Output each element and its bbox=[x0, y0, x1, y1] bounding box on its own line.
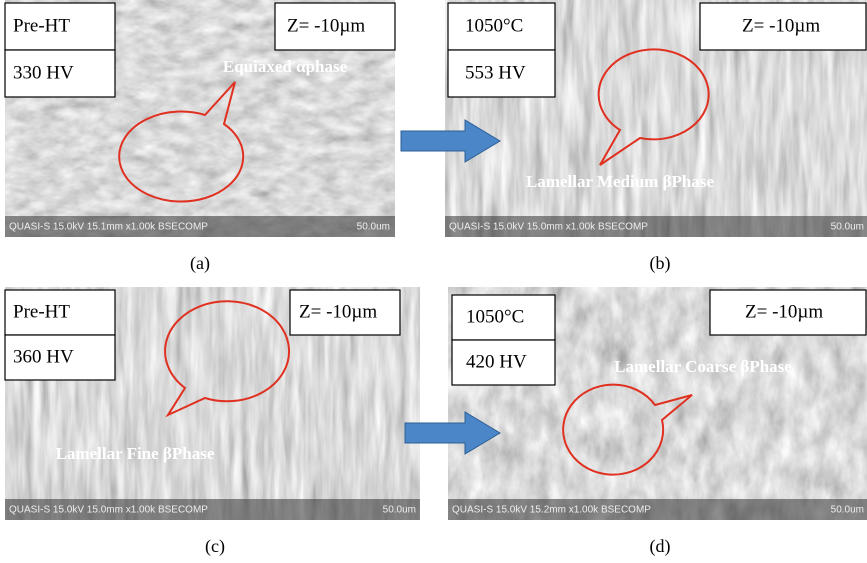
caption: (d) bbox=[650, 536, 671, 557]
scale: 50.0um bbox=[831, 505, 864, 516]
depth: Z= -10µm bbox=[299, 301, 377, 322]
depth: Z= -10µm bbox=[742, 15, 820, 36]
panel-b: QUASI-S 15.0kV 15.0mm x1.00k BSECOMP 50.… bbox=[445, 0, 867, 274]
condition: Pre-HT bbox=[13, 301, 70, 322]
condition: 1050°C bbox=[465, 15, 523, 36]
annotation: Lamellar Coarse βPhase bbox=[614, 357, 792, 376]
hardness: 330 HV bbox=[13, 62, 74, 83]
caption: (c) bbox=[205, 536, 225, 557]
annotation: Lamellar Fine βPhase bbox=[56, 444, 215, 463]
caption: (b) bbox=[650, 253, 671, 274]
scale: 50.0um bbox=[383, 505, 416, 516]
caption: (a) bbox=[190, 253, 210, 274]
sem-info: QUASI-S 15.0kV 15.0mm x1.00k BSECOMP bbox=[9, 505, 208, 516]
hardness: 360 HV bbox=[13, 346, 74, 367]
hardness: 420 HV bbox=[466, 351, 527, 372]
scale: 50.0um bbox=[831, 222, 864, 233]
annotation: Equiaxed αphase bbox=[223, 57, 348, 76]
sem-info: QUASI-S 15.0kV 15.1mm x1.00k BSECOMP bbox=[9, 222, 208, 233]
panel-a: QUASI-S 15.0kV 15.1mm x1.00k BSECOMP 50.… bbox=[5, 0, 395, 274]
annotation: Lamellar Medium βPhase bbox=[526, 172, 715, 191]
scale: 50.0um bbox=[357, 222, 390, 233]
depth: Z= -10µm bbox=[745, 301, 823, 322]
depth: Z= -10µm bbox=[287, 15, 365, 36]
figure: QUASI-S 15.0kV 15.1mm x1.00k BSECOMP 50.… bbox=[0, 0, 867, 563]
condition: Pre-HT bbox=[13, 15, 70, 36]
panel-d: QUASI-S 15.0kV 15.2mm x1.00k BSECOMP 50.… bbox=[448, 287, 867, 557]
condition: 1050°C bbox=[466, 306, 524, 327]
hardness: 553 HV bbox=[465, 62, 526, 83]
panel-c: QUASI-S 15.0kV 15.0mm x1.00k BSECOMP 50.… bbox=[5, 287, 420, 557]
sem-info: QUASI-S 15.0kV 15.2mm x1.00k BSECOMP bbox=[452, 505, 651, 516]
sem-info: QUASI-S 15.0kV 15.0mm x1.00k BSECOMP bbox=[449, 222, 648, 233]
